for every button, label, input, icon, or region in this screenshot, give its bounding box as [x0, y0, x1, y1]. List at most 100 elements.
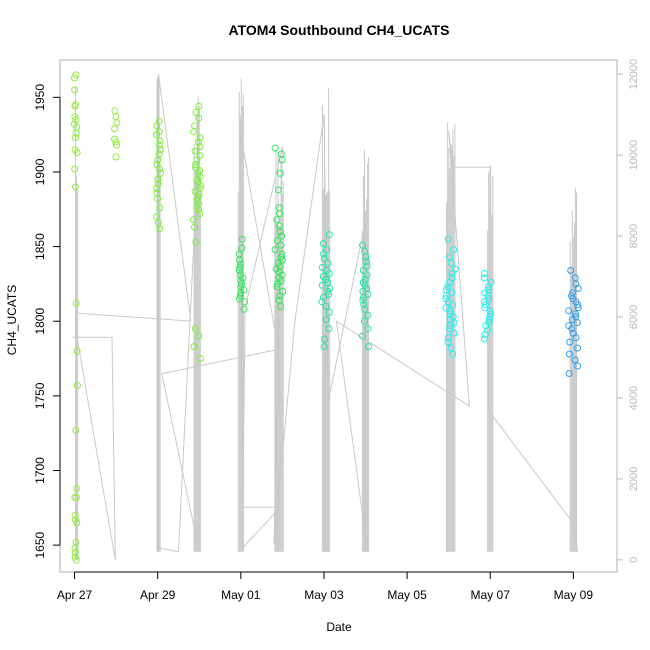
series-flight-6	[565, 267, 582, 377]
data-point	[277, 302, 285, 310]
data-point	[273, 216, 281, 224]
data-point	[71, 165, 79, 173]
data-point	[572, 310, 580, 318]
x-tick-label: May 09	[554, 588, 594, 602]
data-point	[480, 335, 488, 343]
data-point	[325, 231, 333, 239]
data-point	[71, 74, 78, 82]
data-point	[481, 304, 489, 312]
data-point	[482, 301, 490, 309]
data-point	[481, 331, 489, 339]
altitude-spike-group	[274, 149, 284, 552]
data-point	[241, 298, 248, 306]
data-point	[195, 114, 203, 122]
data-point	[277, 241, 285, 249]
y2-tick-label: 12000	[628, 59, 640, 90]
data-point	[238, 235, 246, 243]
data-point	[190, 128, 198, 136]
data-point	[320, 255, 328, 262]
data-point	[274, 280, 281, 288]
data-point	[276, 292, 284, 300]
data-point	[156, 146, 164, 154]
data-point	[191, 223, 198, 231]
data-point	[361, 305, 369, 313]
data-point	[153, 131, 161, 139]
data-point	[111, 107, 119, 115]
data-point	[154, 195, 162, 203]
data-point	[574, 284, 582, 292]
data-point	[156, 225, 164, 233]
y2-tick-label: 2000	[628, 467, 640, 491]
data-point	[484, 283, 492, 291]
y2-tick-label: 0	[628, 557, 640, 563]
x-tick-label: May 03	[304, 588, 344, 602]
data-point	[273, 283, 281, 291]
data-point	[574, 344, 581, 352]
data-point	[191, 147, 199, 155]
data-point	[195, 102, 203, 110]
x-axis: Apr 27 Apr 29 May 01 May 03 May 05 May 07 May …	[57, 571, 594, 602]
y-tick-label: 1800	[33, 308, 47, 335]
altitude-spike-group	[237, 78, 244, 552]
data-point	[154, 175, 162, 183]
data-point	[276, 210, 284, 218]
data-point	[156, 137, 164, 145]
methane-points	[70, 71, 582, 564]
data-point	[365, 343, 372, 351]
y-tick-label: 1900	[33, 158, 47, 185]
data-point	[71, 511, 79, 519]
series-flight-1	[70, 71, 121, 564]
data-point	[73, 381, 81, 389]
data-point	[72, 134, 79, 142]
altitude-spike-group	[569, 188, 577, 552]
data-point	[71, 549, 79, 557]
data-point	[190, 343, 198, 351]
data-point	[193, 156, 201, 164]
data-point	[324, 259, 332, 267]
data-point	[156, 141, 163, 149]
data-point	[325, 290, 333, 298]
data-point	[565, 307, 573, 315]
data-point	[446, 322, 454, 330]
data-point	[359, 296, 367, 304]
data-point	[71, 544, 79, 552]
data-point	[446, 325, 454, 333]
data-point	[320, 293, 327, 301]
y-tick-label: 1650	[33, 531, 47, 558]
data-point	[444, 338, 452, 346]
data-point	[322, 316, 330, 324]
data-point	[360, 301, 368, 309]
data-point	[324, 278, 332, 286]
data-point	[448, 289, 456, 297]
series-flight-5	[442, 235, 495, 358]
data-point	[320, 343, 328, 351]
data-point	[276, 169, 284, 177]
data-point	[574, 362, 582, 370]
data-point	[444, 334, 452, 342]
data-point	[112, 153, 120, 161]
data-point	[154, 156, 162, 164]
x-tick-label: May 07	[471, 588, 511, 602]
data-point	[236, 292, 244, 300]
data-point	[156, 165, 164, 173]
data-point	[72, 183, 79, 191]
data-point	[446, 307, 454, 315]
series-flight-2	[153, 102, 204, 362]
data-point	[361, 317, 368, 325]
data-point	[484, 292, 492, 300]
y2-tick-label: 10000	[628, 140, 640, 171]
data-point	[574, 304, 582, 312]
data-point	[274, 237, 281, 245]
data-point	[360, 293, 367, 301]
data-point	[193, 175, 201, 183]
x-axis-label: Date	[326, 620, 352, 634]
data-point	[482, 322, 490, 330]
data-point	[451, 265, 459, 273]
data-point	[364, 325, 372, 333]
data-point	[363, 271, 371, 279]
data-point	[448, 270, 456, 277]
data-point	[192, 108, 200, 116]
x-tick-label: Apr 27	[57, 588, 93, 602]
data-point	[278, 253, 285, 261]
